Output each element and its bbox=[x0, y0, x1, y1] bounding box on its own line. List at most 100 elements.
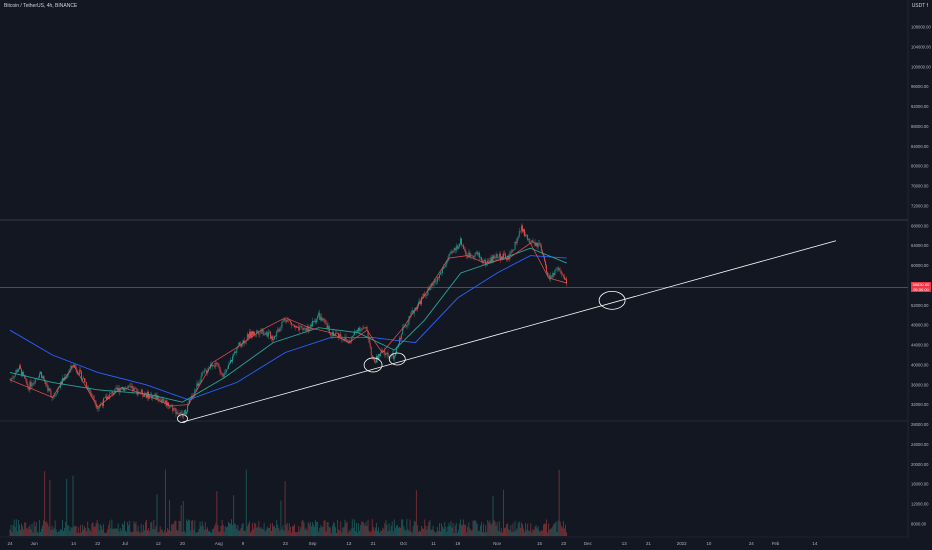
volume-bar bbox=[37, 532, 39, 536]
volume-bar bbox=[350, 528, 352, 536]
candle-body bbox=[552, 273, 554, 278]
currency-marker: f bbox=[926, 3, 928, 9]
volume-bar bbox=[21, 523, 22, 536]
annotation-circle[interactable] bbox=[177, 414, 188, 424]
candle-body bbox=[387, 352, 389, 358]
volume-bar bbox=[85, 528, 87, 536]
volume-bar bbox=[423, 528, 425, 536]
annotation-circle[interactable] bbox=[363, 357, 383, 373]
volume-bar bbox=[14, 527, 16, 536]
trendline[interactable] bbox=[182, 240, 837, 423]
volume-bar bbox=[20, 529, 21, 536]
ma-slow-line bbox=[9, 255, 567, 401]
volume-bar bbox=[518, 521, 520, 536]
volume-bar bbox=[213, 528, 215, 536]
volume-bar bbox=[308, 524, 310, 536]
candle-body bbox=[371, 355, 373, 358]
candle-body bbox=[132, 386, 134, 392]
volume-bar bbox=[254, 523, 256, 536]
volume-bar bbox=[313, 524, 314, 536]
volume-bar bbox=[173, 523, 175, 536]
candle-body bbox=[379, 354, 380, 356]
volume-bar bbox=[105, 532, 106, 536]
candle-body bbox=[396, 347, 397, 353]
candle-body bbox=[30, 381, 32, 387]
candle-body bbox=[296, 326, 298, 328]
candle-body bbox=[318, 312, 320, 316]
candle-body bbox=[566, 278, 567, 284]
volume-bar bbox=[306, 530, 308, 536]
time-axis-tick: 9 bbox=[242, 541, 245, 546]
candle-body bbox=[524, 229, 525, 236]
candle-body bbox=[141, 389, 143, 396]
annotation-circle[interactable] bbox=[388, 352, 406, 366]
volume-bar bbox=[149, 531, 151, 536]
candle-body bbox=[53, 395, 55, 397]
candle-body bbox=[442, 268, 443, 273]
volume-bar bbox=[35, 521, 37, 536]
volume-bar bbox=[229, 522, 230, 536]
volume-bar bbox=[235, 524, 237, 536]
volume-bar bbox=[29, 524, 31, 536]
candle-body bbox=[427, 288, 429, 296]
volume-bar bbox=[521, 524, 523, 536]
candle-body bbox=[149, 395, 151, 399]
time-axis-tick: Jul bbox=[122, 541, 128, 546]
candle-body bbox=[515, 241, 517, 244]
time-axis-tick: Dec bbox=[584, 541, 593, 546]
candle-body bbox=[525, 235, 526, 236]
volume-bar bbox=[548, 523, 550, 536]
candle-body bbox=[317, 315, 319, 320]
volume-bar bbox=[439, 523, 440, 536]
candle-body bbox=[513, 249, 515, 251]
volume-bar bbox=[159, 526, 161, 536]
volume-bar bbox=[33, 521, 35, 536]
volume-bar bbox=[251, 530, 252, 536]
volume-bar bbox=[136, 531, 138, 536]
candle-body bbox=[205, 370, 207, 373]
candle-body bbox=[242, 340, 244, 345]
candle-body bbox=[474, 252, 476, 257]
candle-body bbox=[229, 363, 230, 365]
candle-body bbox=[34, 378, 36, 384]
volume-bar bbox=[357, 532, 358, 536]
candle-body bbox=[251, 331, 252, 337]
candle-body bbox=[334, 334, 335, 336]
volume-bar bbox=[209, 530, 210, 536]
volume-bar bbox=[134, 523, 136, 536]
volume-bar bbox=[445, 526, 447, 536]
volume-bar bbox=[316, 522, 318, 536]
annotation-circle[interactable] bbox=[598, 290, 626, 310]
volume-bar bbox=[231, 519, 232, 536]
candle-body bbox=[77, 373, 79, 375]
volume-bar bbox=[82, 524, 83, 536]
volume-bar bbox=[340, 521, 342, 536]
candle-body bbox=[172, 405, 174, 411]
candle-body bbox=[281, 321, 283, 328]
volume-bar bbox=[324, 519, 326, 536]
volume-bar bbox=[222, 524, 224, 536]
candle-body bbox=[558, 267, 560, 271]
candle-body bbox=[560, 271, 562, 274]
candle-body bbox=[449, 253, 451, 255]
volume-bar bbox=[97, 523, 99, 536]
candle-body bbox=[503, 253, 504, 259]
time-axis-tick: 21 bbox=[646, 541, 651, 546]
candle-body bbox=[279, 328, 281, 332]
volume-bar bbox=[495, 525, 497, 536]
candle-body bbox=[535, 242, 537, 246]
candle-body bbox=[157, 395, 159, 400]
volume-bar bbox=[485, 525, 487, 536]
volume-bar bbox=[91, 523, 93, 536]
volume-bar bbox=[27, 529, 29, 536]
volume-bar bbox=[189, 519, 190, 536]
volume-bar bbox=[30, 529, 32, 536]
candle-body bbox=[12, 377, 14, 379]
candle-body bbox=[345, 336, 347, 340]
time-axis[interactable]: 24 Jun 14 22 Jul 12 20 Aug 9 23 Sep 13 21 Oct 11 19 Nov 1… bbox=[8, 541, 818, 546]
volume-bar bbox=[377, 530, 378, 536]
candle-body bbox=[482, 260, 483, 263]
candle-body bbox=[302, 327, 304, 330]
candle-body bbox=[459, 244, 460, 248]
